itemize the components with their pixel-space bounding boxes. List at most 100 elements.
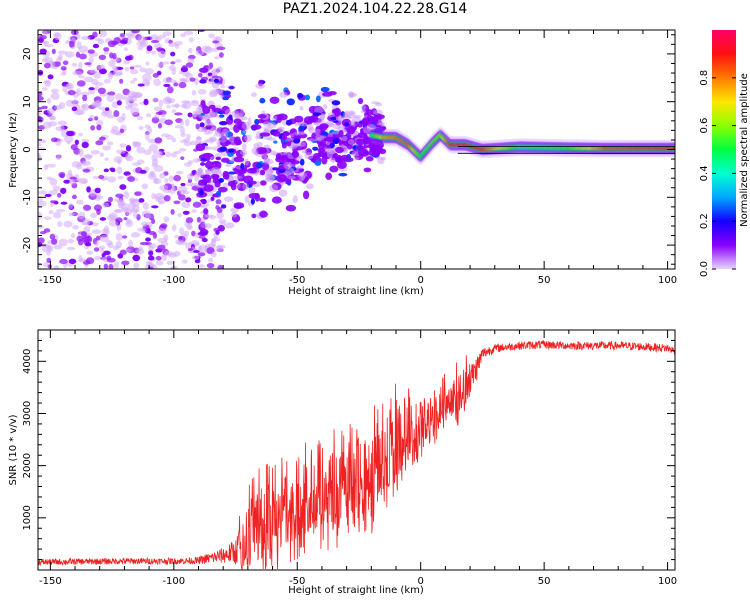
spectrogram-cell (203, 208, 209, 215)
spectrogram-cell (125, 55, 132, 61)
spectrogram-cell (180, 126, 185, 135)
spectrogram-cell (208, 104, 216, 110)
spectrogram-cell (358, 148, 369, 157)
spectrogram-cell (174, 235, 180, 239)
spectrogram-cell (42, 30, 48, 37)
spectrogram-cell (163, 216, 170, 223)
spectrogram-cell (68, 212, 75, 217)
spectrogram-cell (70, 144, 78, 151)
spectrogram-cell (82, 161, 87, 165)
y-tick-label: 1000 (22, 505, 33, 530)
spectrogram-cell (133, 64, 142, 68)
spectrogram-cell (143, 149, 152, 156)
spectrogram-cell (174, 59, 182, 63)
spectrogram-cell (377, 147, 383, 152)
spectrogram-cell (290, 142, 298, 150)
spectrogram-cell (157, 228, 167, 235)
x-tick-label: 0 (418, 576, 424, 587)
spectrogram-cell (73, 110, 84, 116)
spectrogram-cell (374, 114, 385, 120)
spectrogram-cell (41, 105, 48, 110)
spectrogram-cell (113, 261, 120, 269)
spectrogram-cell (159, 184, 169, 191)
spectrogram-cell (93, 255, 102, 261)
spectrogram-cell (57, 120, 68, 126)
spectrogram-cell (202, 105, 211, 115)
spectrogram-cell (297, 141, 306, 148)
spectrogram-cell (107, 242, 114, 249)
spectrogram-cell (44, 193, 52, 198)
spectrogram-cell (171, 137, 177, 143)
spectrogram-cell (113, 110, 120, 117)
spectrogram-cell (180, 156, 185, 160)
spectrogram-cell (125, 104, 133, 110)
spectrogram-cell (208, 33, 215, 39)
spectrogram-cell (154, 137, 163, 144)
spectrogram-cell (195, 184, 205, 188)
spectrogram-cell (348, 121, 356, 125)
spectrogram-cell (215, 205, 220, 210)
spectrogram-cell (214, 181, 221, 188)
y-tick-label: 0 (22, 146, 33, 152)
spectrogram-cell (285, 204, 297, 212)
spectrogram-cell (298, 125, 304, 132)
spectrogram-cell (273, 140, 278, 144)
spectrogram-cell (175, 239, 183, 245)
spectrogram-cell (72, 99, 79, 107)
spectrogram-cell (330, 116, 337, 121)
spectrogram-cell (173, 82, 179, 87)
spectrogram-cell (103, 263, 109, 269)
spectrogram-cell (38, 95, 44, 101)
spectrogram-cell (129, 69, 139, 75)
spectrogram-cell (189, 37, 194, 43)
spectrogram-cell (357, 97, 364, 105)
spectrogram-cell (114, 209, 121, 213)
spectrogram-cell (46, 97, 52, 104)
spectrogram-cell (132, 162, 142, 166)
spectrogram-cell (187, 247, 193, 252)
spectrogram-cell (272, 131, 281, 137)
spectrogram-cell (83, 204, 92, 211)
spectrogram-cell (38, 262, 42, 268)
spectrogram-cell (298, 178, 304, 182)
spectrogram-cell (181, 259, 188, 264)
spectrogram-cell (219, 114, 225, 118)
spectrogram-cell (242, 143, 247, 151)
spectrogram-cell (187, 47, 193, 54)
spectrogram-cell (60, 66, 67, 71)
spectrogram-cell (123, 190, 130, 199)
spectrogram-cell (78, 177, 89, 185)
spectrogram-cell (125, 98, 131, 106)
spectrogram-cell (251, 213, 257, 219)
spectrogram-x-axis-label: Height of straight line (km) (288, 286, 424, 297)
spectrogram-cell (281, 133, 288, 141)
spectrogram-cell (63, 179, 71, 184)
spectrogram-cell (320, 131, 329, 137)
spectrogram-cell (143, 98, 149, 106)
spectrogram-cell (286, 98, 295, 106)
colorbar-tick-label: 0.0 (699, 261, 710, 277)
spectrogram-cell (173, 200, 181, 205)
spectrogram-cell (80, 91, 90, 97)
spectrogram-cell (69, 179, 76, 185)
spectrogram-cell (211, 81, 219, 89)
spectrogram-cell (270, 150, 277, 156)
spectrogram-cell (47, 74, 54, 80)
spectrogram-cell (155, 255, 162, 261)
spectrogram-cell (304, 152, 314, 160)
spectrogram-cell (321, 155, 328, 165)
snr-ticks: -150 -100 -50 0 50 100 1000 2000 3000 4000 (22, 329, 677, 587)
spectrogram-cell (287, 175, 296, 180)
spectrogram-cell (153, 178, 162, 185)
spectrogram-cell (83, 226, 91, 233)
spectrogram-cell (43, 62, 51, 69)
spectrogram-cell (148, 144, 158, 152)
spectrogram-cell (113, 65, 118, 74)
spectrogram-cell (357, 123, 363, 128)
spectrogram-cell (199, 188, 204, 196)
spectrogram-cell (166, 260, 174, 265)
spectrogram-cell (115, 72, 123, 76)
spectrogram-cell (173, 174, 181, 182)
spectrogram-cell (128, 239, 133, 248)
spectrogram-cell (343, 112, 348, 116)
